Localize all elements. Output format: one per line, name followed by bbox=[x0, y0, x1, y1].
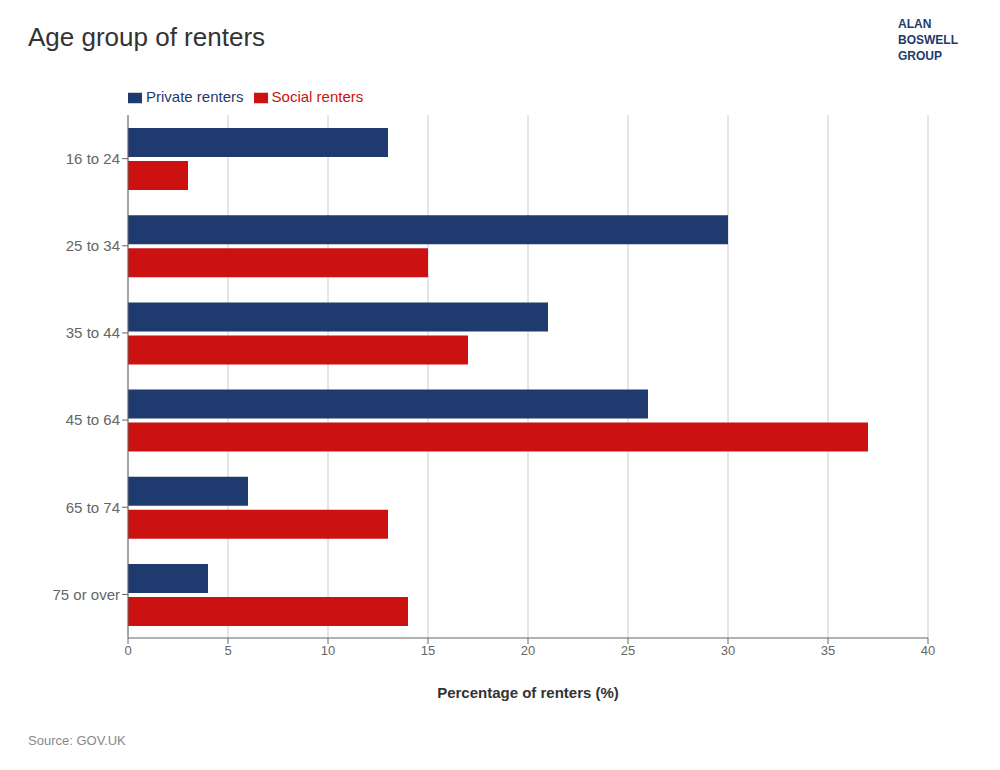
svg-text:15: 15 bbox=[421, 643, 435, 658]
html-text:Age group of renters: Age group of renters bbox=[28, 22, 265, 52]
html-text:GROUP: GROUP bbox=[898, 49, 942, 63]
svg-text:75 or over: 75 or over bbox=[52, 586, 120, 603]
svg-text:40: 40 bbox=[921, 643, 935, 658]
svg-text:25 to 34: 25 to 34 bbox=[66, 237, 120, 254]
svg-text:65 to 74: 65 to 74 bbox=[66, 499, 120, 516]
html-text:Source: GOV.UK: Source: GOV.UK bbox=[28, 733, 126, 748]
html-text:BOSWELL: BOSWELL bbox=[898, 33, 958, 47]
svg-text:5: 5 bbox=[224, 643, 231, 658]
svg-text:35 to 44: 35 to 44 bbox=[66, 324, 120, 341]
svg-text:20: 20 bbox=[521, 643, 535, 658]
svg-text:30: 30 bbox=[721, 643, 735, 658]
svg-text:45 to 64: 45 to 64 bbox=[66, 411, 120, 428]
svg-text:10: 10 bbox=[321, 643, 335, 658]
svg-text:16 to 24: 16 to 24 bbox=[66, 150, 120, 167]
html-text:Social renters: Social renters bbox=[271, 88, 364, 105]
svg-text:0: 0 bbox=[124, 643, 131, 658]
html-text:Private renters: Private renters bbox=[146, 88, 244, 105]
html-text:ALAN: ALAN bbox=[898, 17, 932, 31]
svg-text:25: 25 bbox=[621, 643, 635, 658]
svg-text:Percentage of renters (%): Percentage of renters (%) bbox=[437, 684, 619, 701]
svg-text:35: 35 bbox=[821, 643, 835, 658]
